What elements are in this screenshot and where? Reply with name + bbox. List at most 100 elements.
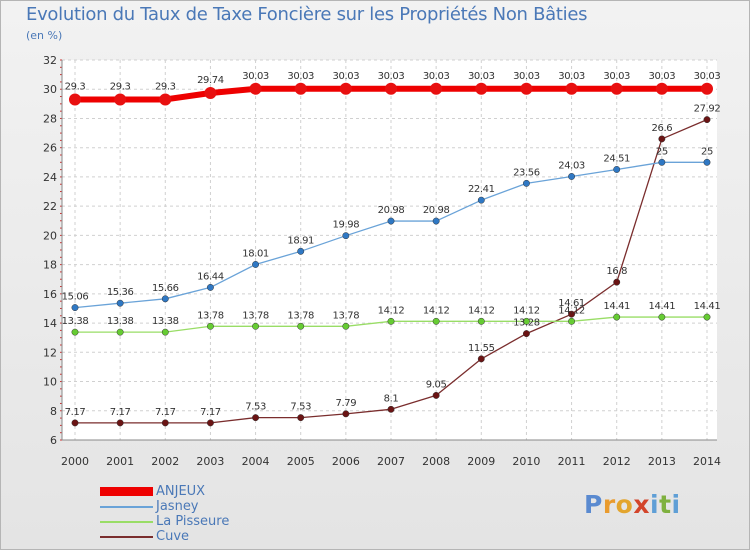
data-label: 30.03: [603, 71, 630, 82]
data-label: 13.78: [287, 310, 314, 321]
legend-item-la-pisseure: La Pisseure: [100, 514, 340, 529]
legend-swatch: [100, 487, 153, 496]
data-label: 14.41: [694, 301, 721, 312]
y-tick-label: 16: [43, 288, 57, 301]
data-label: 30.03: [333, 71, 360, 82]
data-label: 11.55: [468, 343, 495, 354]
data-label: 22.41: [468, 184, 495, 195]
data-point: [387, 317, 395, 325]
data-point: [116, 328, 124, 336]
y-tick-label: 8: [50, 405, 57, 418]
data-label: 13.78: [242, 310, 269, 321]
data-point: [568, 310, 576, 318]
data-point: [701, 82, 713, 95]
chart-title: Evolution du Taux de Taxe Foncière sur l…: [26, 4, 588, 25]
data-label: 20.98: [378, 205, 405, 216]
data-point: [658, 158, 666, 166]
data-label: 20.98: [423, 205, 450, 216]
data-point: [432, 217, 440, 225]
data-label: 13.38: [152, 316, 179, 327]
data-label: 29.74: [197, 75, 224, 86]
data-label: 7.17: [65, 407, 86, 418]
data-point: [342, 410, 350, 418]
y-tick-label: 24: [43, 171, 57, 184]
data-label: 23.56: [513, 167, 540, 178]
data-label: 14.41: [603, 301, 630, 312]
data-point: [432, 317, 440, 325]
x-tick-label: 2003: [196, 455, 224, 468]
x-tick-label: 2009: [467, 455, 495, 468]
data-point: [206, 283, 214, 291]
y-tick-label: 10: [43, 376, 57, 389]
data-point: [297, 322, 305, 330]
legend-swatch: [100, 536, 153, 538]
data-point: [522, 317, 530, 325]
data-point: [430, 82, 443, 95]
y-tick-label: 12: [43, 346, 57, 359]
logo-letter: i: [671, 490, 681, 519]
y-tick-label: 6: [50, 434, 57, 447]
data-point: [339, 82, 352, 95]
proxiti-logo: Proxiti: [584, 490, 681, 519]
data-point: [71, 328, 79, 336]
data-label: 29.3: [110, 81, 131, 92]
x-tick-label: 2013: [648, 455, 676, 468]
x-tick-label: 2011: [558, 455, 586, 468]
data-point: [297, 247, 305, 255]
data-point: [342, 232, 350, 240]
data-label: 7.17: [155, 407, 176, 418]
data-label: 14.12: [423, 305, 450, 316]
data-label: 9.05: [426, 379, 447, 390]
legend-label: ANJEUX: [156, 484, 206, 499]
x-tick-label: 2002: [151, 455, 179, 468]
data-label: 14.12: [468, 305, 495, 316]
data-point: [613, 166, 621, 173]
legend-item-cuve: Cuve: [100, 529, 340, 544]
data-point: [71, 304, 79, 312]
data-point: [475, 82, 488, 95]
data-label: 30.03: [378, 71, 405, 82]
data-point: [520, 82, 533, 95]
data-label: 24.51: [603, 153, 630, 164]
y-tick-label: 26: [43, 142, 57, 155]
data-point: [703, 158, 711, 166]
data-label: 14.12: [558, 305, 585, 316]
data-point: [161, 419, 169, 427]
data-label: 13.38: [107, 316, 134, 327]
data-point: [703, 116, 711, 124]
data-point: [206, 419, 214, 427]
data-point: [565, 82, 578, 95]
data-label: 30.03: [468, 71, 495, 82]
data-point: [252, 261, 260, 268]
logo-letter: t: [659, 490, 672, 519]
data-point: [114, 93, 127, 106]
data-point: [204, 87, 217, 100]
legend-item-jasney: Jasney: [100, 499, 340, 514]
data-point: [297, 414, 305, 422]
data-label: 14.12: [378, 305, 405, 316]
data-label: 7.17: [110, 407, 131, 418]
data-label: 30.03: [694, 71, 721, 82]
x-tick-label: 2007: [377, 455, 405, 468]
data-point: [159, 93, 172, 106]
data-point: [69, 93, 81, 106]
x-tick-label: 2014: [693, 455, 721, 468]
data-label: 13.78: [197, 310, 224, 321]
data-point: [71, 419, 79, 427]
data-point: [385, 82, 397, 95]
chart-unit-note: (en %): [26, 29, 63, 42]
legend-label: La Pisseure: [156, 514, 230, 529]
data-label: 13.28: [513, 318, 540, 329]
data-label: 30.03: [558, 71, 585, 82]
legend-swatch: [100, 506, 153, 508]
data-label: 15.06: [62, 292, 89, 303]
data-point: [477, 317, 485, 325]
data-label: 15.36: [107, 287, 134, 298]
data-point: [610, 82, 623, 95]
data-point: [613, 313, 621, 321]
data-point: [703, 313, 711, 321]
data-point: [477, 355, 485, 363]
data-label: 30.03: [287, 71, 314, 82]
data-point: [252, 322, 260, 330]
